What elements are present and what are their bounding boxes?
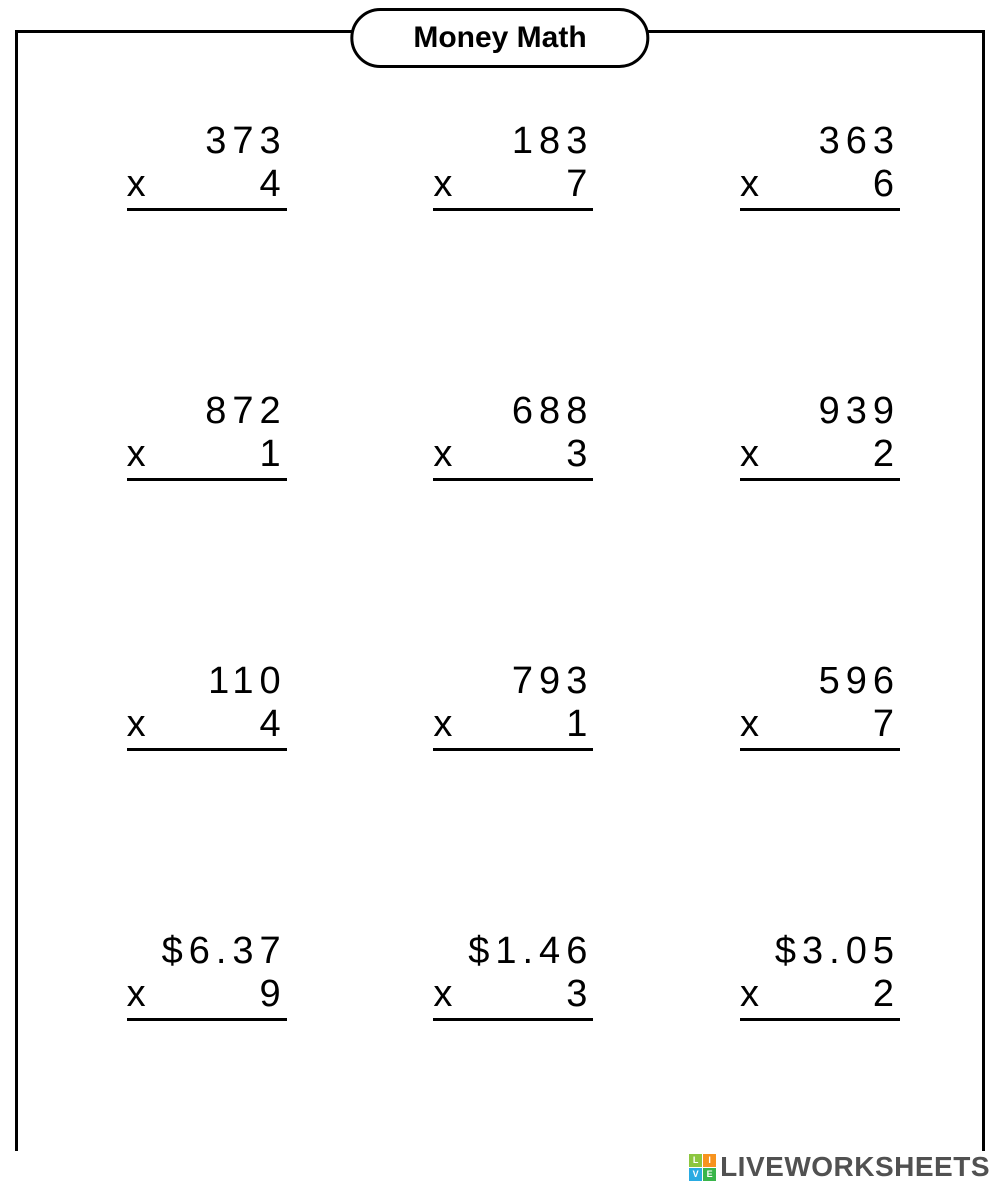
multiplier: 7 [566, 163, 593, 206]
multiplier: 1 [566, 703, 593, 746]
multiplicand: 373 [205, 120, 286, 163]
problem-3: 363 x 6 [673, 120, 940, 380]
operator: x [740, 433, 765, 476]
multiplier-row: x 3 [433, 433, 593, 481]
operator: x [127, 433, 152, 476]
multiplicand: $3.05 [775, 930, 900, 973]
multiplicand: 596 [819, 660, 900, 703]
multiplier-row: x 7 [433, 163, 593, 211]
multiplier-row: x 1 [127, 433, 287, 481]
problem-4: 872 x 1 [60, 390, 327, 650]
multiplier: 2 [873, 433, 900, 476]
multiplicand: $6.37 [162, 930, 287, 973]
problem-7: 110 x 4 [60, 660, 327, 920]
logo-cell-l: L [689, 1154, 702, 1167]
operator: x [433, 973, 458, 1016]
multiplier: 7 [873, 703, 900, 746]
problems-grid: 373 x 4 183 x 7 363 x 6 872 x 1 688 x 3 [60, 120, 940, 1190]
operator: x [433, 703, 458, 746]
watermark-text: LIVEWORKSHEETS [720, 1151, 990, 1183]
operator: x [740, 703, 765, 746]
problem-2: 183 x 7 [367, 120, 634, 380]
operator: x [127, 973, 152, 1016]
watermark: L I V E LIVEWORKSHEETS [689, 1151, 990, 1183]
multiplier: 4 [260, 163, 287, 206]
logo-cell-e: E [703, 1168, 716, 1181]
problem-8: 793 x 1 [367, 660, 634, 920]
multiplicand: 939 [819, 390, 900, 433]
multiplier: 2 [873, 973, 900, 1016]
operator: x [433, 433, 458, 476]
multiplier: 9 [260, 973, 287, 1016]
multiplier-row: x 2 [740, 973, 900, 1021]
multiplicand: 872 [205, 390, 286, 433]
multiplier: 3 [566, 973, 593, 1016]
operator: x [740, 163, 765, 206]
operator: x [433, 163, 458, 206]
problem-10: $6.37 x 9 [60, 930, 327, 1190]
problem-9: 596 x 7 [673, 660, 940, 920]
multiplier-row: x 6 [740, 163, 900, 211]
problem-11: $1.46 x 3 [367, 930, 634, 1190]
watermark-logo-icon: L I V E [689, 1154, 716, 1181]
multiplicand: 183 [512, 120, 593, 163]
logo-cell-i: I [703, 1154, 716, 1167]
multiplicand: 110 [208, 660, 287, 703]
operator: x [740, 973, 765, 1016]
multiplier-row: x 7 [740, 703, 900, 751]
multiplicand: 688 [512, 390, 593, 433]
multiplicand: 363 [819, 120, 900, 163]
multiplicand: $1.46 [468, 930, 593, 973]
multiplier: 4 [260, 703, 287, 746]
problem-1: 373 x 4 [60, 120, 327, 380]
multiplier-row: x 4 [127, 703, 287, 751]
multiplier: 1 [260, 433, 287, 476]
multiplier-row: x 9 [127, 973, 287, 1021]
problem-6: 939 x 2 [673, 390, 940, 650]
problem-5: 688 x 3 [367, 390, 634, 650]
multiplier: 3 [566, 433, 593, 476]
multiplier: 6 [873, 163, 900, 206]
operator: x [127, 703, 152, 746]
multiplier-row: x 4 [127, 163, 287, 211]
operator: x [127, 163, 152, 206]
worksheet-title: Money Math [350, 8, 649, 68]
multiplicand: 793 [512, 660, 593, 703]
multiplier-row: x 2 [740, 433, 900, 481]
multiplier-row: x 1 [433, 703, 593, 751]
multiplier-row: x 3 [433, 973, 593, 1021]
logo-cell-v: V [689, 1168, 702, 1181]
